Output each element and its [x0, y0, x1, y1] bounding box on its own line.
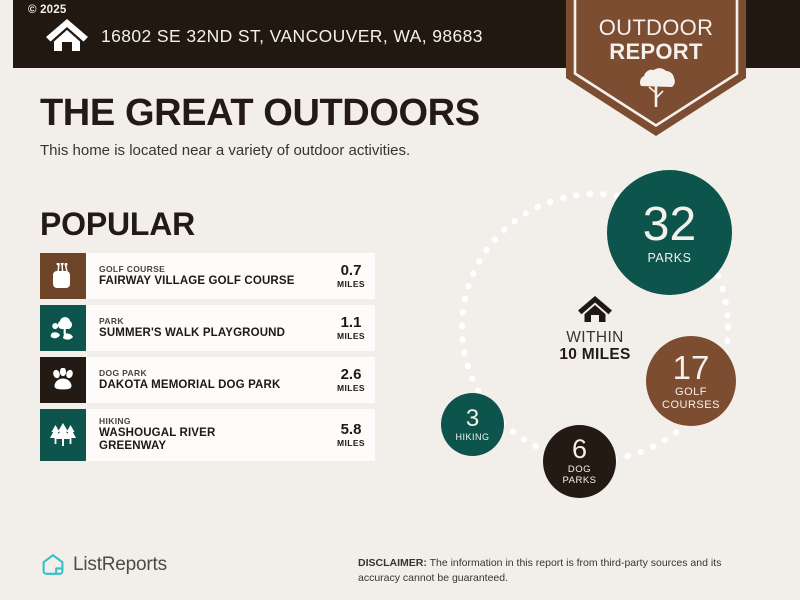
poi-distance: 5.8 MILES	[331, 422, 375, 448]
diagram-center-label: WITHIN 10 MILES	[530, 295, 660, 364]
list-item[interactable]: GOLF COURSE FAIRWAY VILLAGE GOLF COURSE …	[40, 253, 375, 299]
bubble-golf-label-2: COURSES	[662, 398, 720, 411]
dotted-circle-path	[459, 191, 731, 463]
poi-names: DOG PARK DAKOTA MEMORIAL DOG PARK	[99, 368, 331, 392]
bubble-golf-label-1: GOLF	[675, 385, 707, 398]
popular-section-heading: POPULAR	[40, 206, 196, 242]
disclaimer: DISCLAIMER: The information in this repo…	[358, 556, 758, 586]
poi-category: HIKING	[99, 416, 131, 427]
poi-name: SUMMER'S WALK PLAYGROUND	[99, 326, 286, 339]
listreports-house-tag-icon	[42, 554, 64, 575]
listreports-logo-text: ListReports	[73, 554, 167, 575]
home-icon	[46, 19, 88, 51]
poi-body: GOLF COURSE FAIRWAY VILLAGE GOLF COURSE …	[86, 253, 375, 299]
poi-icon-tile	[40, 305, 86, 351]
poi-name: WASHOUGAL RIVER GREENWAY	[99, 426, 216, 453]
list-item[interactable]: HIKING WASHOUGAL RIVER GREENWAY 5.8 MILE…	[40, 409, 375, 461]
poi-distance: 2.6 MILES	[331, 367, 375, 393]
poi-distance: 0.7 MILES	[331, 263, 375, 289]
golf-bag-icon	[53, 263, 70, 288]
bubble-parks-label: PARKS	[647, 250, 692, 265]
list-item[interactable]: PARK SUMMER'S WALK PLAYGROUND 1.1 MILES	[40, 305, 375, 351]
listreports-logo[interactable]: ListReports	[40, 552, 167, 578]
bubble-dogs-label-1: DOG	[567, 464, 592, 476]
page-subtitle: This home is located near a variety of o…	[40, 142, 411, 159]
poi-category: DOG PARK	[99, 367, 147, 378]
pine-trees-icon	[50, 423, 76, 446]
poi-icon-tile	[40, 409, 86, 461]
poi-distance-unit: MILES	[337, 382, 365, 393]
poi-distance-unit: MILES	[337, 278, 365, 289]
poi-distance-value: 0.7	[340, 262, 362, 280]
tree-icon	[639, 68, 675, 107]
poi-distance-value: 1.1	[340, 314, 362, 332]
paw-print-icon	[53, 368, 73, 390]
property-address: 16802 SE 32ND ST, VANCOUVER, WA, 98683	[101, 26, 483, 46]
poi-category: GOLF COURSE	[99, 263, 166, 274]
poi-body: HIKING WASHOUGAL RIVER GREENWAY 5.8 MILE…	[86, 409, 375, 461]
park-tree-icon	[50, 317, 73, 340]
poi-names: GOLF COURSE FAIRWAY VILLAGE GOLF COURSE	[99, 264, 331, 288]
bubble-parks-value: 32	[642, 197, 697, 251]
poi-names: PARK SUMMER'S WALK PLAYGROUND	[99, 316, 331, 340]
poi-name: FAIRWAY VILLAGE GOLF COURSE	[99, 274, 295, 287]
bubble-golf-value: 17	[672, 348, 710, 386]
poi-category: PARK	[99, 315, 124, 326]
bubble-dogs-value: 6	[571, 434, 588, 465]
bubble-parks[interactable]: 32 PARKS	[607, 170, 732, 295]
center-miles-label: 10 MILES	[559, 346, 631, 364]
page-title: THE GREAT OUTDOORS	[40, 92, 480, 134]
poi-distance: 1.1 MILES	[331, 315, 375, 341]
home-icon	[578, 296, 612, 322]
poi-names: HIKING WASHOUGAL RIVER GREENWAY	[99, 416, 331, 454]
bubble-hiking-label: HIKING	[455, 432, 490, 442]
bubble-dogs-label-2: PARKS	[562, 475, 597, 486]
poi-distance-value: 2.6	[340, 366, 362, 384]
copyright-label: © 2025	[28, 4, 67, 16]
poi-body: PARK SUMMER'S WALK PLAYGROUND 1.1 MILES	[86, 305, 375, 351]
bubble-hiking-value: 3	[465, 405, 480, 432]
poi-distance-value: 5.8	[340, 421, 362, 439]
poi-icon-tile	[40, 357, 86, 403]
amenities-bubble-diagram: 32 PARKS 17 GOLF COURSES 6 DOG PARKS 3 H…	[420, 170, 800, 520]
poi-name: DAKOTA MEMORIAL DOG PARK	[99, 378, 281, 391]
bubble-golf-courses[interactable]: 17 GOLF COURSES	[646, 336, 736, 426]
poi-icon-tile	[40, 253, 86, 299]
bubble-hiking[interactable]: 3 HIKING	[441, 393, 504, 456]
badge-shield-shape	[566, 0, 746, 136]
center-within-label: WITHIN	[566, 329, 624, 346]
list-item[interactable]: DOG PARK DAKOTA MEMORIAL DOG PARK 2.6 MI…	[40, 357, 375, 403]
poi-distance-unit: MILES	[337, 330, 365, 341]
poi-body: DOG PARK DAKOTA MEMORIAL DOG PARK 2.6 MI…	[86, 357, 375, 403]
bubble-dog-parks[interactable]: 6 DOG PARKS	[543, 425, 616, 498]
outdoor-report-badge: OUTDOOR REPORT	[566, 0, 746, 136]
disclaimer-label: DISCLAIMER:	[358, 557, 427, 569]
poi-distance-unit: MILES	[337, 437, 365, 448]
popular-places-list: GOLF COURSE FAIRWAY VILLAGE GOLF COURSE …	[40, 253, 375, 467]
disclaimer-text: The information in this report is from t…	[358, 557, 722, 585]
